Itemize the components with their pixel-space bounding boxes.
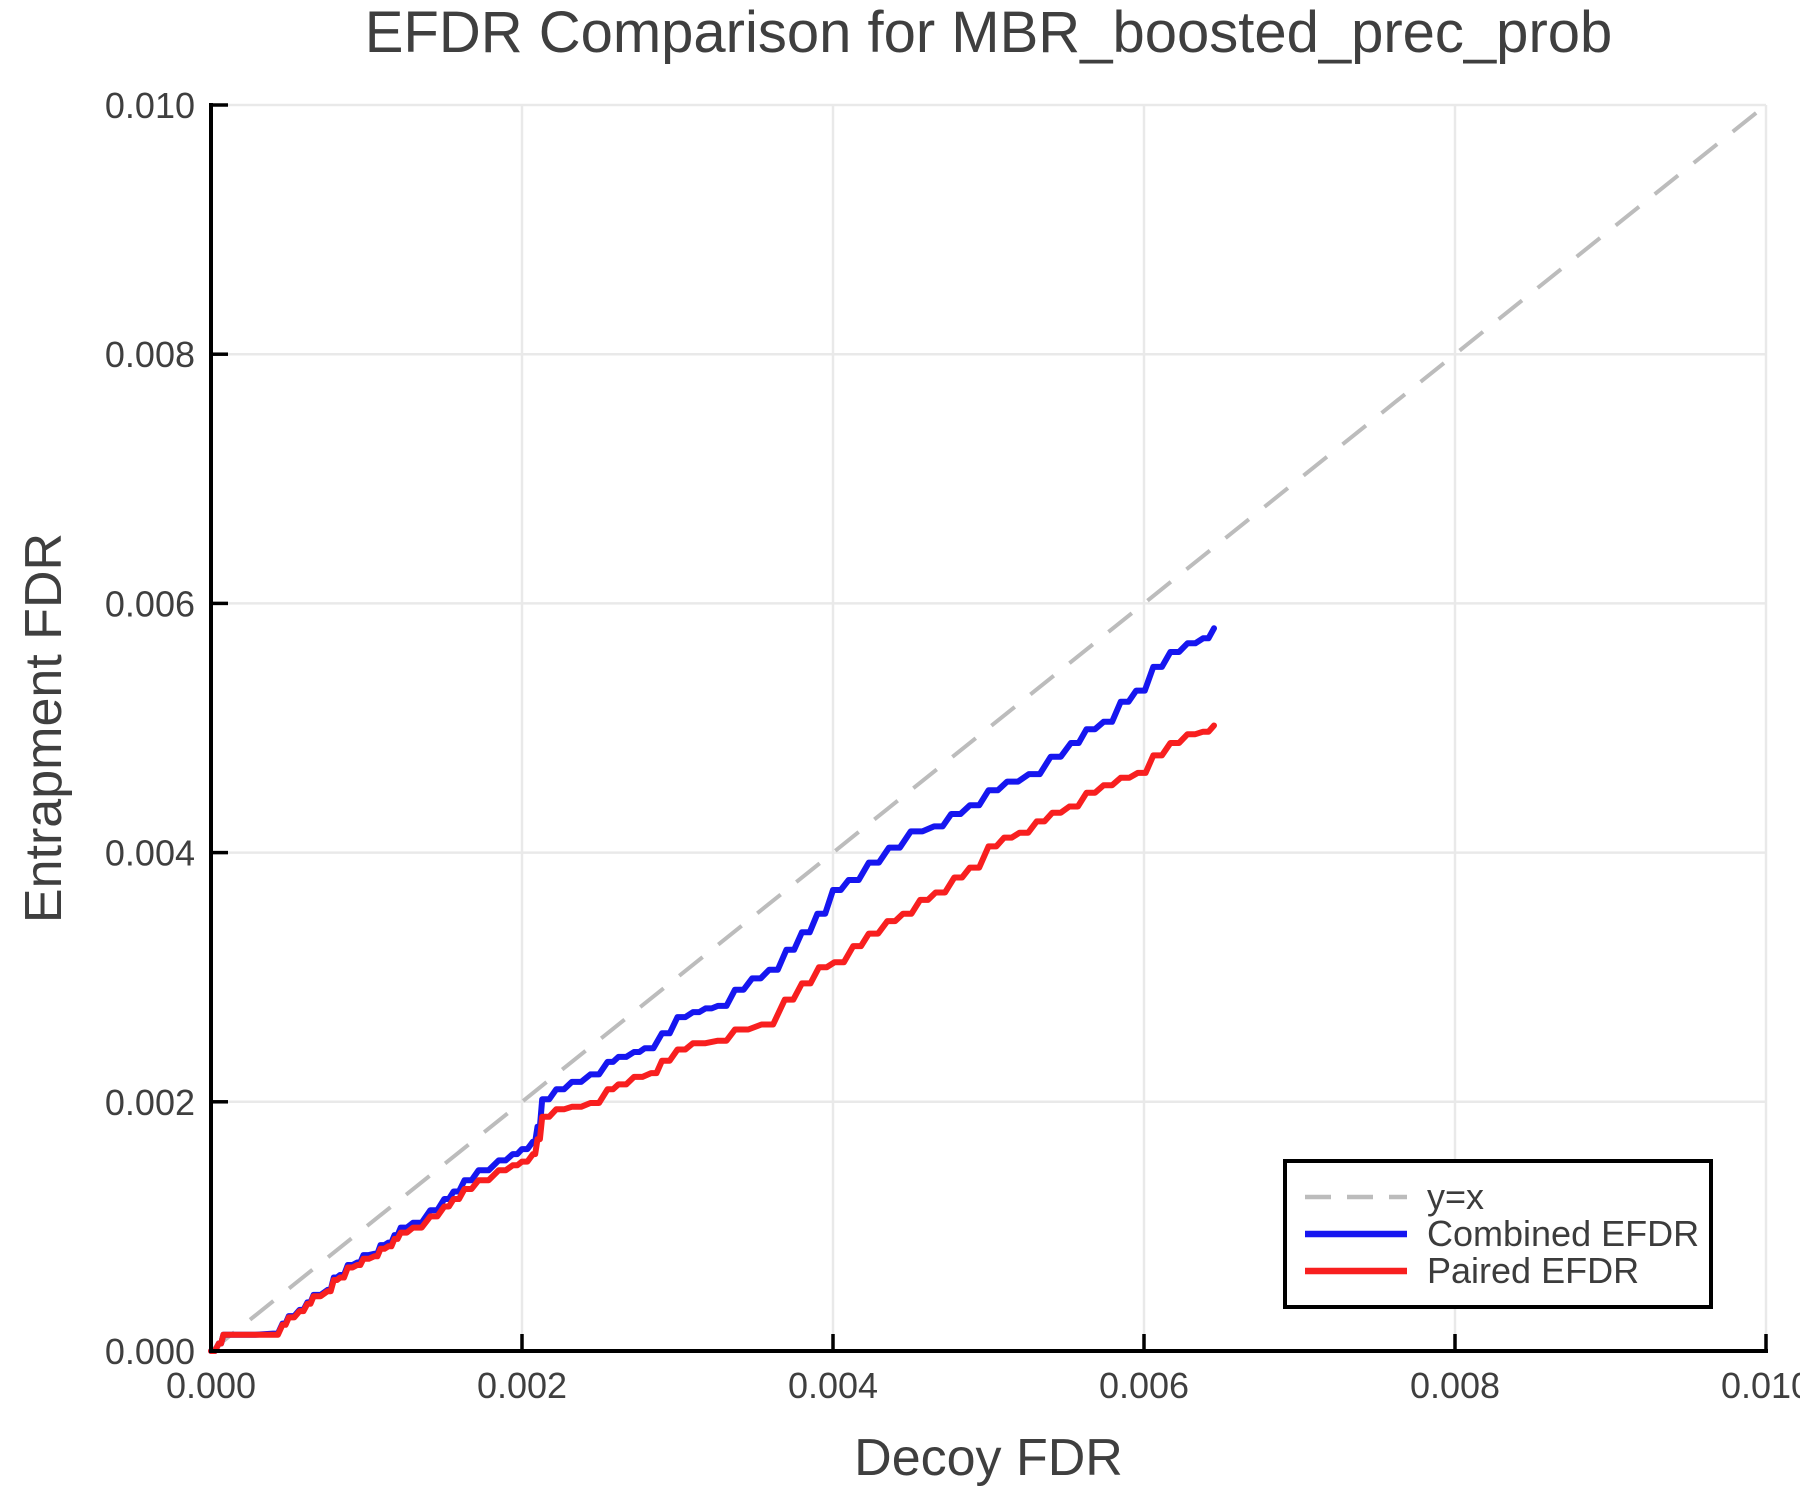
legend-entry-paired: Paired EFDR (1301, 1250, 1709, 1291)
gridlines (211, 103, 1768, 1351)
red-line-sample-icon (1305, 1267, 1407, 1275)
tick-labels: 0.000 0.002 0.004 0.006 0.008 0.010 0.000 0.002… (105, 85, 1800, 1406)
legend: y=x Combined EFDR Paired EFDR (1283, 1159, 1713, 1309)
x-axis-title: Decoy FDR (854, 1429, 1123, 1487)
y-tick-label: 0.006 (105, 583, 195, 624)
x-tick-label: 0.010 (1721, 1365, 1800, 1406)
y-tick-label: 0.000 (105, 1331, 195, 1372)
x-tick-label: 0.008 (1410, 1365, 1500, 1406)
x-tick-label: 0.006 (1099, 1365, 1189, 1406)
x-tick-label: 0.000 (166, 1365, 256, 1406)
y-tick-label: 0.002 (105, 1082, 195, 1123)
series-line-paired-efdr (208, 722, 1217, 1354)
legend-label-paired: Paired EFDR (1427, 1250, 1640, 1291)
x-tick-label: 0.004 (788, 1365, 878, 1406)
legend-entry-diagonal: y=x (1301, 1176, 1709, 1217)
legend-label-combined: Combined EFDR (1427, 1213, 1700, 1254)
chart-title: EFDR Comparison for MBR_boosted_prec_pro… (364, 0, 1613, 65)
blue-line-sample-icon (1305, 1230, 1407, 1238)
diagonal-reference-line (209, 103, 1768, 1353)
y-tick-label: 0.008 (105, 334, 195, 375)
legend-entry-combined: Combined EFDR (1301, 1213, 1709, 1254)
y-axis-title: Entrapment FDR (15, 532, 73, 924)
axes (209, 103, 1768, 1353)
y-tick-label: 0.004 (105, 833, 195, 874)
y-tick-label: 0.010 (105, 85, 195, 126)
dashed-line-sample-icon (1305, 1194, 1407, 1200)
legend-label-diagonal: y=x (1427, 1176, 1485, 1217)
series-line-combined-efdr (208, 625, 1217, 1354)
tick-marks (209, 103, 1768, 1353)
x-tick-label: 0.002 (477, 1365, 567, 1406)
